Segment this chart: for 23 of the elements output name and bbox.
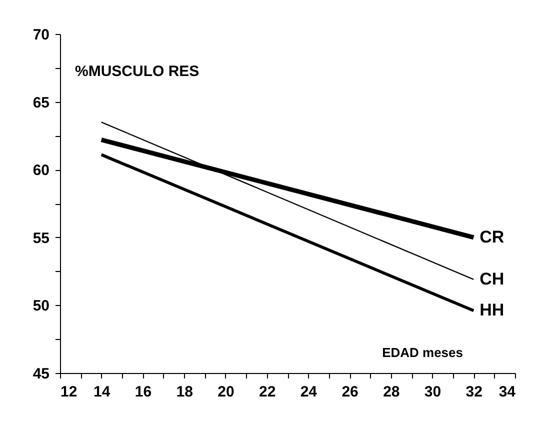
x-tick-label: 32: [466, 384, 482, 400]
x-tick-label: 18: [176, 384, 193, 400]
y-tick-label: 50: [32, 298, 50, 315]
x-tick-label: 20: [218, 384, 234, 400]
y-axis-title: %MUSCULO RES: [75, 63, 200, 80]
x-tick-label: 34: [498, 384, 516, 400]
x-tick-label: 26: [342, 384, 358, 400]
x-tick-label: 12: [60, 384, 78, 400]
y-tick-label: 65: [32, 94, 50, 112]
series-label: CR: [480, 227, 504, 246]
series-label: CH: [480, 269, 504, 288]
x-tick-label: 24: [300, 384, 318, 400]
x-axis-title: EDAD meses: [382, 345, 463, 360]
x-tick-label: 22: [258, 384, 276, 400]
x-tick-label: 16: [134, 384, 152, 400]
x-tick-label: 30: [424, 384, 442, 400]
series-label: HH: [480, 300, 504, 320]
y-tick-label: 55: [32, 230, 50, 247]
y-tick-label: 45: [32, 366, 50, 382]
x-tick-label: 14: [94, 384, 111, 400]
x-tick-label: 28: [383, 384, 400, 400]
y-tick-label: 60: [32, 162, 50, 180]
y-tick-label: 70: [32, 26, 50, 44]
